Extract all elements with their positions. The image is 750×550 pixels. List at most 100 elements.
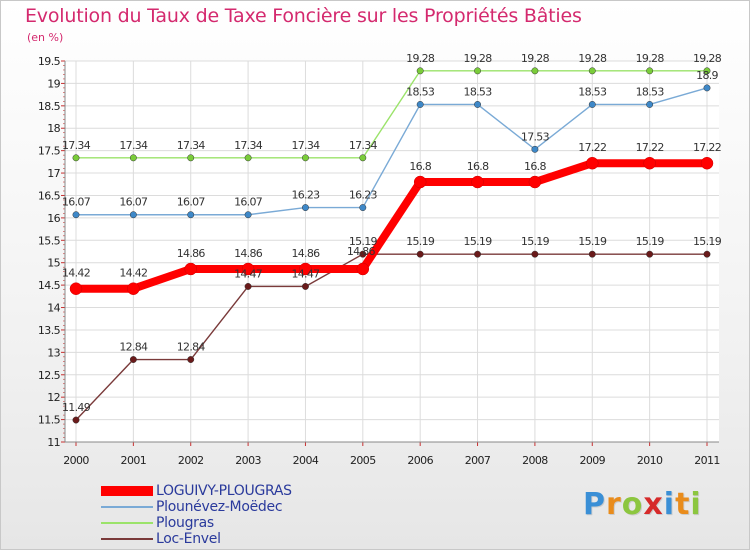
chart-unit-label: (en %) — [27, 31, 64, 44]
data-label-plougras: 17.34 — [349, 139, 378, 152]
logo-letter: x — [643, 487, 664, 522]
data-point-loc-envel — [129, 356, 137, 363]
data-label-plounevez: 16.07 — [119, 196, 148, 209]
x-tick-label: 2005 — [350, 454, 376, 467]
data-point-loguivy — [471, 175, 484, 189]
data-label-plougras: 17.34 — [177, 139, 206, 152]
x-tick-label: 2008 — [522, 454, 548, 467]
data-label-plougras: 19.28 — [464, 52, 493, 65]
data-point-loguivy — [528, 175, 542, 189]
data-point-plounevez — [531, 145, 539, 153]
data-label-plounevez: 18.53 — [464, 85, 493, 98]
data-point-plougras — [474, 67, 481, 75]
data-label-loguivy: 17.22 — [578, 141, 606, 154]
data-label-loguivy: 14.42 — [119, 267, 147, 280]
logo-letter: i — [690, 487, 702, 522]
data-point-loc-envel — [531, 250, 539, 258]
y-tick-label: 17.5 — [38, 145, 61, 158]
data-point-loc-envel — [703, 250, 711, 258]
data-label-loc-envel: 15.19 — [693, 235, 722, 248]
legend-swatch-loguivy — [101, 486, 153, 496]
data-label-plougras: 17.34 — [234, 139, 263, 152]
data-point-plounevez — [416, 101, 424, 108]
data-label-plougras: 17.34 — [62, 139, 91, 152]
data-point-plougras — [531, 67, 539, 75]
data-label-loguivy: 14.86 — [177, 247, 206, 260]
data-label-loguivy: 14.86 — [291, 247, 320, 260]
logo-letter: t — [675, 487, 691, 522]
y-tick-label: 13.5 — [38, 324, 61, 337]
data-label-plounevez: 18.9 — [696, 69, 718, 82]
data-point-loc-envel — [72, 416, 80, 424]
data-point-loguivy — [643, 156, 656, 170]
y-tick-label: 19 — [47, 77, 60, 90]
data-point-plounevez — [244, 211, 252, 219]
data-point-plougras — [416, 67, 424, 75]
data-label-plounevez: 16.07 — [62, 196, 91, 209]
data-label-loc-envel: 12.84 — [119, 341, 148, 354]
logo-letter: o — [621, 487, 644, 522]
data-point-loc-envel — [646, 250, 654, 258]
data-point-plounevez — [474, 101, 481, 108]
data-label-loc-envel: 11.49 — [62, 401, 91, 414]
x-tick-label: 2010 — [637, 454, 663, 467]
data-label-loc-envel: 15.19 — [578, 235, 607, 248]
data-point-plounevez — [588, 101, 596, 108]
y-tick-label: 11 — [47, 436, 60, 449]
y-tick-label: 13 — [47, 346, 60, 359]
y-tick-label: 19.5 — [38, 55, 61, 68]
data-point-plougras — [302, 154, 309, 162]
data-label-loguivy: 16.8 — [524, 160, 546, 173]
data-label-loguivy: 17.22 — [693, 141, 721, 154]
legend-label-loguivy: LOGUIVY-PLOUGRAS — [156, 483, 292, 499]
data-label-loguivy: 16.8 — [409, 160, 431, 173]
y-tick-label: 15 — [47, 257, 60, 270]
data-point-plougras — [359, 154, 367, 162]
data-label-loc-envel: 14.47 — [234, 267, 263, 280]
data-point-loguivy — [586, 156, 599, 170]
logo-letter: P — [583, 487, 606, 522]
data-point-plounevez — [187, 211, 195, 219]
y-tick-label: 18.5 — [38, 100, 61, 113]
series-line-plougras — [75, 70, 708, 159]
series-line-plounevez — [75, 87, 708, 216]
data-label-plounevez: 16.07 — [234, 196, 263, 209]
data-label-plounevez: 16.23 — [291, 189, 320, 202]
data-point-plounevez — [302, 204, 309, 212]
data-point-plounevez — [359, 204, 367, 212]
x-tick-label: 2003 — [235, 454, 261, 467]
data-label-loc-envel: 15.19 — [464, 235, 493, 248]
y-tick-label: 12.5 — [38, 369, 61, 382]
plot-area — [65, 61, 719, 442]
series-layer — [69, 67, 714, 424]
y-tick-label: 14.5 — [38, 279, 61, 292]
data-point-loguivy — [356, 262, 370, 276]
data-label-plounevez: 17.53 — [521, 130, 550, 143]
x-tick-label: 2000 — [63, 454, 89, 467]
grid — [65, 60, 719, 443]
data-label-loc-envel: 12.84 — [177, 341, 206, 354]
data-point-plougras — [244, 154, 252, 162]
x-tick-label: 2006 — [407, 454, 433, 467]
y-tick-label: 11.5 — [38, 414, 61, 427]
data-label-loc-envel: 15.19 — [521, 235, 550, 248]
x-tick-label: 2009 — [579, 454, 605, 467]
x-tick-label: 2004 — [293, 454, 319, 467]
logo-letter: r — [606, 487, 622, 522]
data-label-loc-envel: 14.47 — [291, 267, 320, 280]
x-tick-label: 2007 — [465, 454, 491, 467]
y-tick-label: 18 — [47, 122, 60, 135]
data-point-loc-envel — [359, 250, 367, 258]
y-tick-label: 14 — [47, 302, 60, 315]
data-label-plougras: 19.28 — [578, 52, 607, 65]
data-point-plounevez — [703, 84, 711, 92]
data-label-loguivy: 14.42 — [62, 267, 90, 280]
legend-label-plougras: Plougras — [156, 515, 214, 531]
legend-swatch-plounevez — [101, 506, 153, 508]
x-tick-label: 2002 — [178, 454, 204, 467]
data-label-extra: 14.86 — [347, 245, 376, 258]
data-label-plougras: 19.28 — [636, 52, 665, 65]
data-point-loguivy — [299, 262, 312, 276]
data-point-loguivy — [241, 262, 255, 276]
